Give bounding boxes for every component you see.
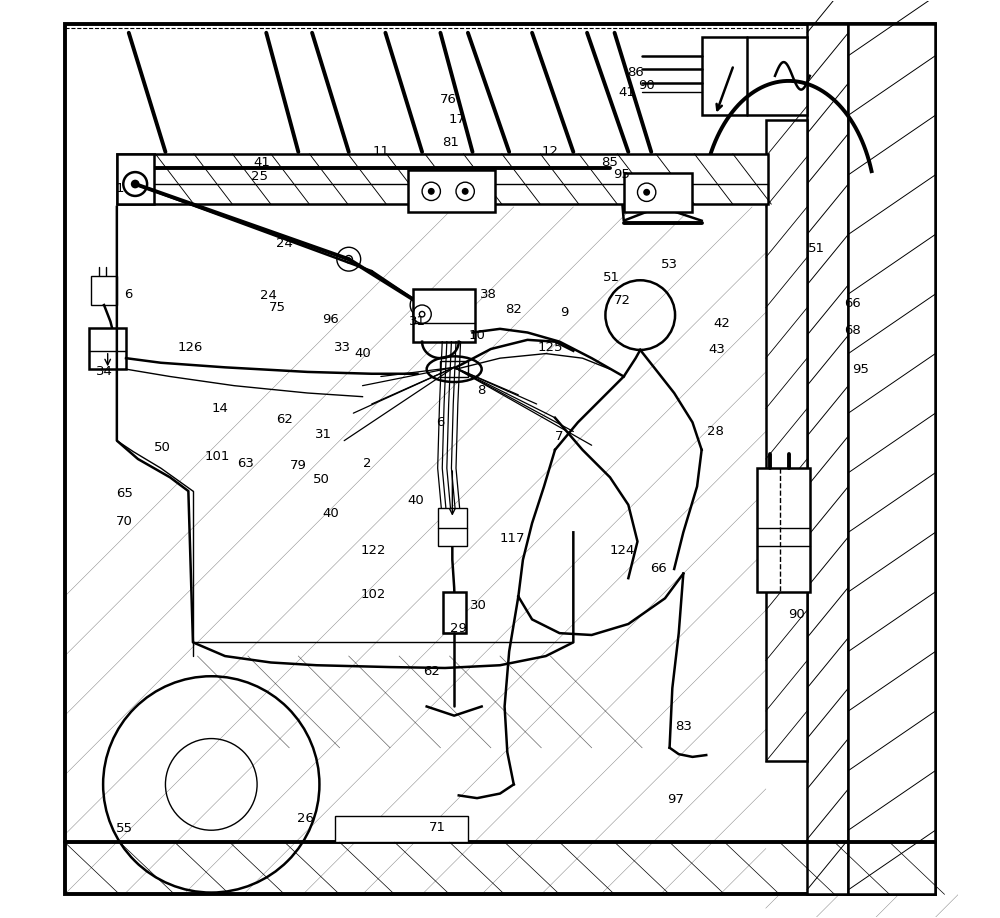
Bar — [440, 361, 468, 377]
Text: 82: 82 — [505, 303, 522, 316]
Text: 117: 117 — [499, 532, 525, 545]
Text: 124: 124 — [609, 544, 635, 557]
Circle shape — [644, 189, 649, 195]
Bar — [91, 275, 117, 305]
Ellipse shape — [427, 356, 482, 382]
Text: 25: 25 — [251, 170, 268, 184]
Text: 90: 90 — [638, 80, 655, 93]
Text: 28: 28 — [707, 425, 724, 438]
Text: 50: 50 — [154, 441, 171, 453]
Text: 97: 97 — [668, 793, 684, 807]
Text: 10: 10 — [469, 329, 486, 341]
Text: 55: 55 — [116, 822, 133, 834]
Bar — [624, 173, 692, 211]
Circle shape — [462, 188, 468, 194]
Text: 17: 17 — [448, 113, 465, 127]
Text: 53: 53 — [661, 258, 678, 271]
Text: 76: 76 — [440, 94, 457, 106]
Bar — [702, 38, 807, 116]
Text: 65: 65 — [116, 487, 133, 500]
Bar — [89, 328, 126, 369]
Text: 12: 12 — [542, 145, 559, 159]
Text: 126: 126 — [177, 341, 203, 353]
Text: 33: 33 — [334, 341, 351, 353]
Text: 2: 2 — [363, 457, 371, 470]
Text: 41: 41 — [618, 86, 635, 99]
Text: 90: 90 — [788, 609, 804, 621]
Text: 30: 30 — [470, 599, 487, 612]
Text: 102: 102 — [361, 588, 386, 601]
Text: 63: 63 — [237, 457, 254, 470]
Text: 42: 42 — [713, 317, 730, 330]
Bar — [443, 592, 466, 633]
Text: 70: 70 — [116, 515, 133, 528]
Bar — [117, 154, 154, 204]
Text: 125: 125 — [538, 341, 563, 353]
Text: 95: 95 — [613, 168, 630, 182]
Bar — [408, 170, 495, 211]
Text: 26: 26 — [297, 812, 314, 824]
Text: 72: 72 — [614, 294, 631, 307]
Text: 51: 51 — [603, 271, 620, 284]
Text: 85: 85 — [602, 156, 618, 170]
Bar — [335, 816, 468, 842]
Circle shape — [429, 188, 434, 194]
Text: 101: 101 — [205, 450, 230, 463]
Text: 51: 51 — [808, 241, 825, 254]
Text: 62: 62 — [276, 413, 293, 426]
Text: 50: 50 — [313, 473, 330, 486]
Bar — [438, 508, 467, 546]
Text: 40: 40 — [407, 494, 424, 507]
Text: 95: 95 — [852, 363, 869, 375]
Text: 75: 75 — [269, 301, 286, 314]
Text: 40: 40 — [354, 347, 371, 360]
Text: 9: 9 — [560, 306, 568, 319]
Bar — [413, 288, 475, 341]
Text: 38: 38 — [480, 287, 497, 300]
Text: 1: 1 — [115, 182, 124, 196]
Text: 122: 122 — [361, 544, 386, 557]
Text: 40: 40 — [322, 508, 339, 521]
Bar — [766, 120, 807, 762]
Text: 6: 6 — [125, 287, 133, 300]
Text: 86: 86 — [627, 66, 644, 79]
Text: 31: 31 — [315, 428, 332, 441]
Text: 83: 83 — [675, 720, 692, 733]
Text: 66: 66 — [845, 297, 861, 309]
Text: 24: 24 — [276, 237, 293, 250]
Text: 96: 96 — [322, 313, 339, 326]
Text: 79: 79 — [290, 459, 307, 472]
Text: 11: 11 — [372, 145, 389, 159]
Text: 62: 62 — [423, 666, 440, 678]
Bar — [117, 154, 768, 204]
Text: 41: 41 — [253, 156, 270, 170]
Text: 81: 81 — [442, 136, 459, 150]
Text: 71: 71 — [429, 821, 446, 834]
Text: 7: 7 — [555, 430, 564, 442]
Bar — [807, 24, 848, 894]
Text: 34: 34 — [96, 365, 112, 378]
Bar — [848, 24, 935, 894]
Text: 24: 24 — [260, 289, 277, 302]
Bar — [757, 468, 810, 592]
Text: 14: 14 — [212, 402, 229, 415]
Text: 8: 8 — [477, 384, 486, 397]
Text: 29: 29 — [450, 622, 467, 635]
Circle shape — [132, 180, 139, 187]
Text: 6: 6 — [436, 416, 445, 429]
Text: 68: 68 — [845, 324, 861, 337]
Text: 66: 66 — [650, 563, 667, 576]
Text: 31: 31 — [409, 315, 426, 328]
Text: 43: 43 — [709, 342, 726, 355]
